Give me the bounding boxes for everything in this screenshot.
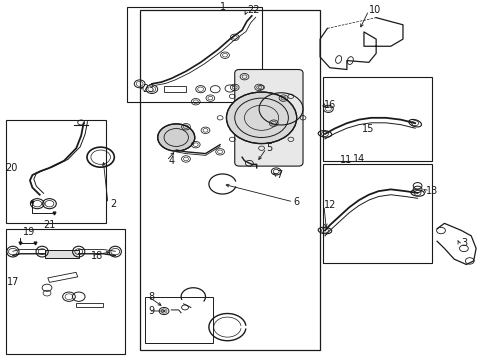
Text: 9: 9	[148, 306, 154, 316]
Text: 7: 7	[276, 170, 282, 180]
Circle shape	[226, 92, 296, 144]
FancyBboxPatch shape	[234, 69, 303, 166]
Bar	[44, 250, 79, 258]
Text: 4: 4	[168, 156, 175, 166]
Text: 2: 2	[110, 199, 117, 209]
Text: 19: 19	[22, 227, 35, 237]
Bar	[163, 86, 185, 92]
Bar	[144, 297, 212, 343]
Text: 15: 15	[361, 123, 373, 134]
Bar	[140, 10, 320, 350]
Text: 5: 5	[266, 143, 272, 153]
Text: 14: 14	[352, 154, 365, 164]
Bar	[322, 77, 431, 161]
Text: 20: 20	[5, 163, 18, 173]
Bar	[5, 120, 105, 223]
Bar	[322, 164, 431, 263]
Text: 11: 11	[339, 155, 351, 165]
Text: 16: 16	[324, 100, 336, 110]
Text: 22: 22	[246, 5, 259, 15]
Text: 8: 8	[148, 292, 154, 302]
Text: 1: 1	[219, 2, 225, 12]
Text: 12: 12	[324, 201, 336, 211]
Text: 10: 10	[368, 5, 380, 15]
Text: 3: 3	[461, 238, 467, 248]
Text: 17: 17	[7, 278, 20, 287]
Bar	[76, 303, 103, 307]
Text: 18: 18	[91, 251, 103, 261]
Text: 21: 21	[43, 220, 56, 230]
Text: 13: 13	[426, 186, 438, 196]
Text: 6: 6	[293, 197, 299, 207]
Bar	[5, 229, 125, 354]
Circle shape	[158, 124, 194, 151]
Bar	[127, 7, 261, 102]
Text: 23: 23	[142, 84, 154, 94]
Bar	[48, 272, 78, 282]
